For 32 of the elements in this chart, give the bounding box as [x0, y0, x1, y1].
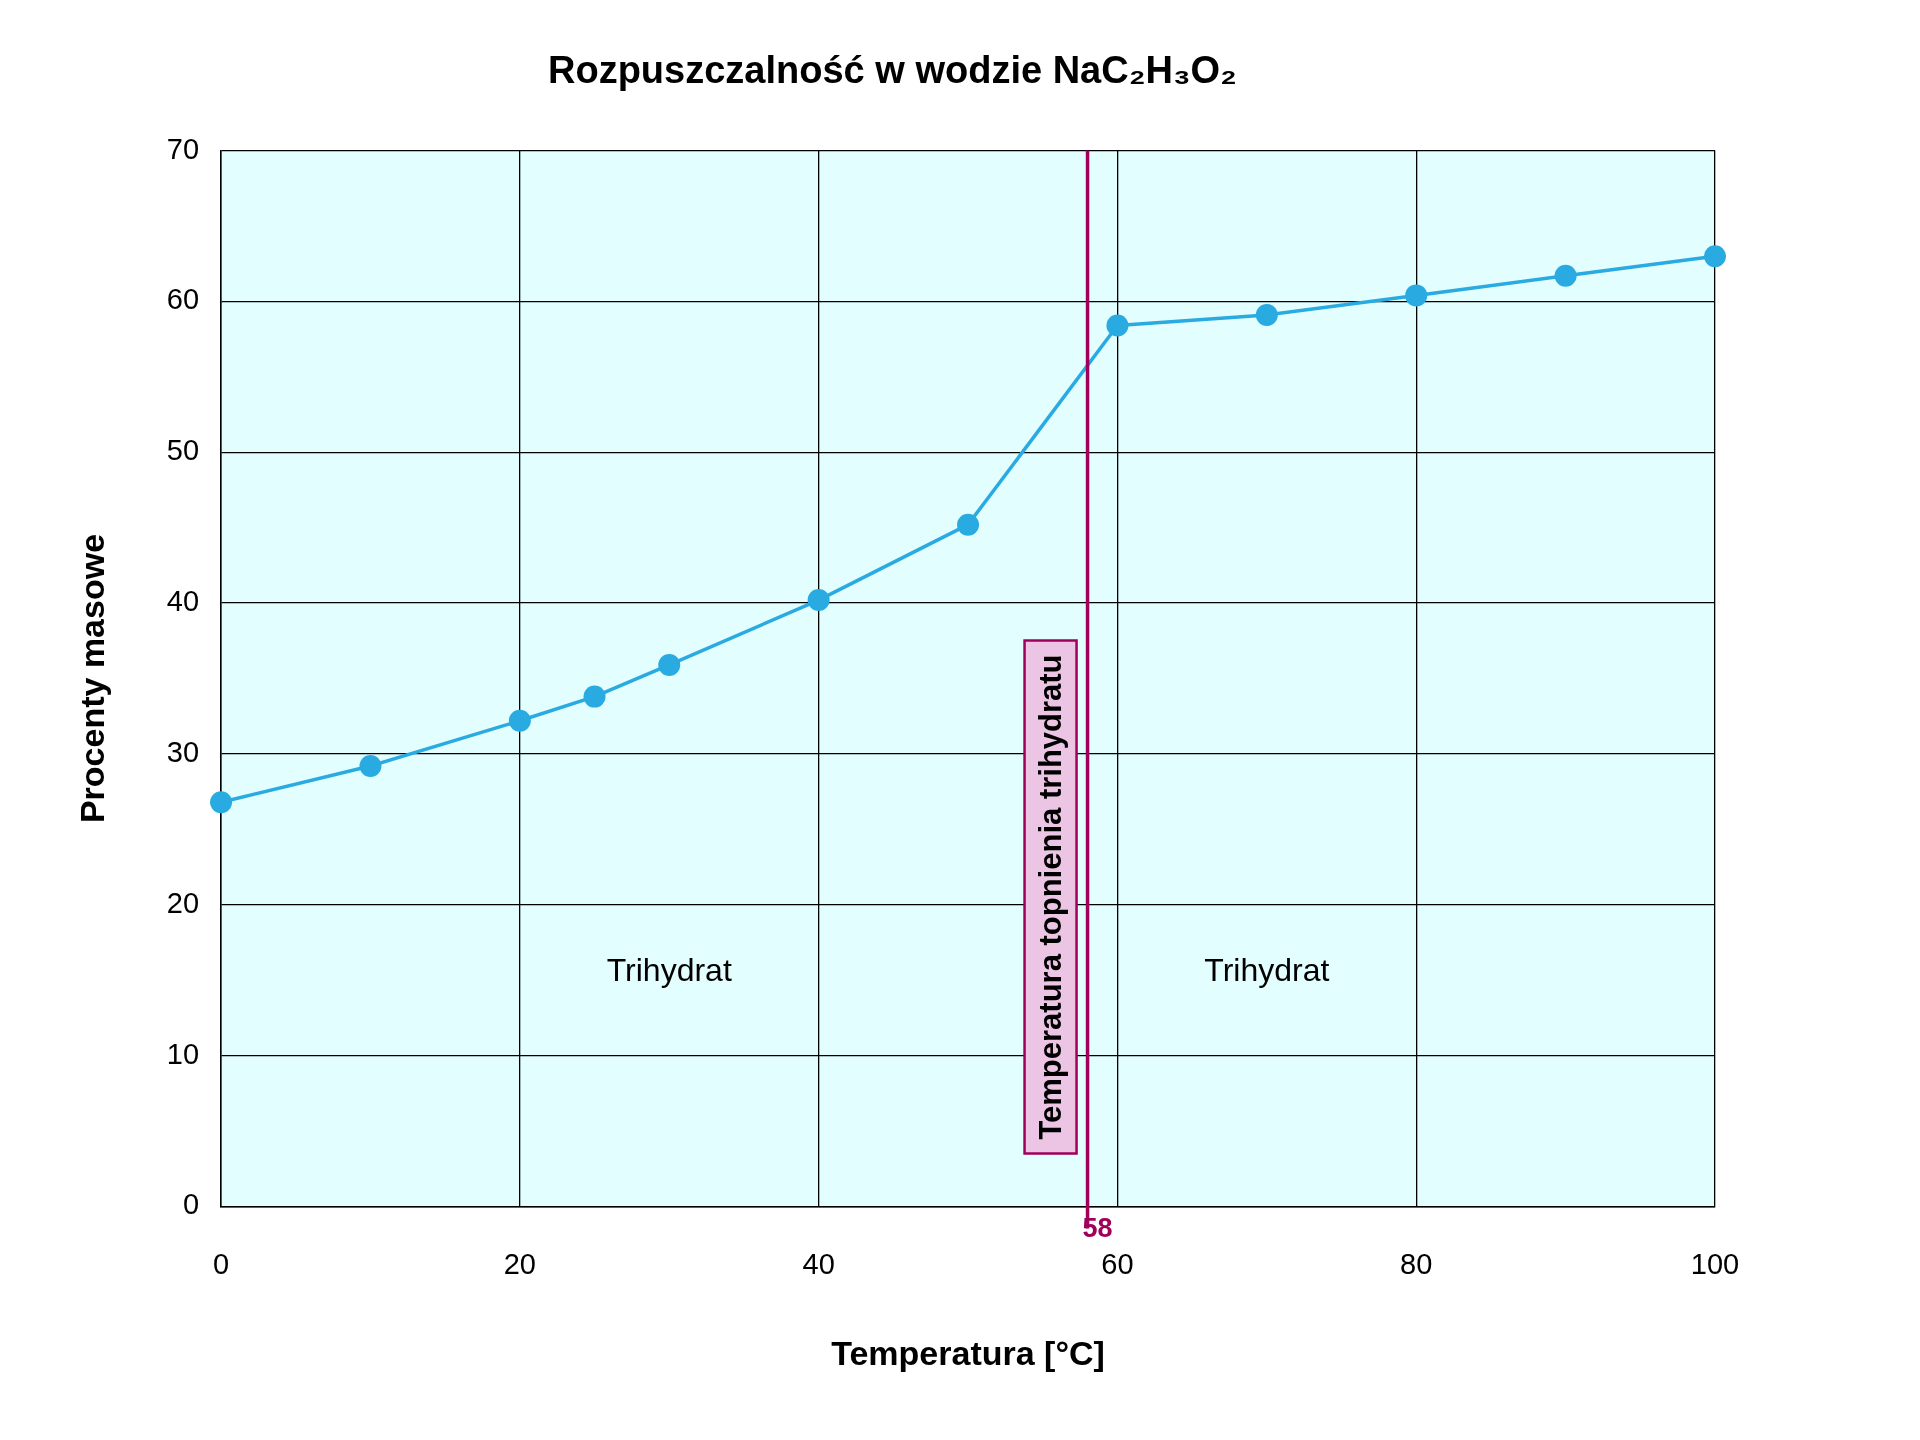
x-tick-label: 60	[1101, 1247, 1134, 1280]
y-tick-label: 70	[166, 132, 200, 165]
annotation: Trihydrat	[1204, 952, 1330, 989]
y-tick-label: 60	[166, 283, 200, 316]
y-tick-label: 30	[166, 735, 200, 768]
y-tick-label: 40	[166, 585, 200, 618]
ref-line-label: Temperatura topnienia trihydratu	[1033, 654, 1069, 1140]
chart-title: Rozpuszczalność w wodzie NaC₂H₃O₂	[548, 49, 1237, 92]
y-tick-label: 50	[166, 434, 200, 467]
x-tick-label: 40	[802, 1247, 835, 1280]
y-axis-title: Procenty masowe	[72, 533, 111, 824]
point	[1106, 314, 1129, 337]
y-tick-label: 20	[166, 886, 200, 919]
point	[1554, 264, 1577, 287]
point	[1255, 304, 1278, 326]
y-tick-label: 0	[182, 1188, 200, 1221]
point	[359, 754, 382, 777]
point	[957, 513, 980, 536]
x-axis-title: Temperatura [°C]	[831, 1333, 1105, 1372]
y-tick-label: 10	[166, 1037, 200, 1070]
x-tick-label: 20	[503, 1247, 536, 1280]
point	[583, 685, 606, 708]
point	[1405, 284, 1428, 307]
annotation: Trihydrat	[606, 952, 732, 989]
x-tick-label: 80	[1400, 1247, 1433, 1280]
point	[1704, 245, 1726, 268]
x-tick-label: 0	[212, 1247, 230, 1280]
point	[658, 653, 681, 676]
x-tick-label: 100	[1690, 1247, 1740, 1280]
point	[807, 589, 830, 612]
point	[508, 709, 531, 732]
point	[210, 791, 233, 814]
